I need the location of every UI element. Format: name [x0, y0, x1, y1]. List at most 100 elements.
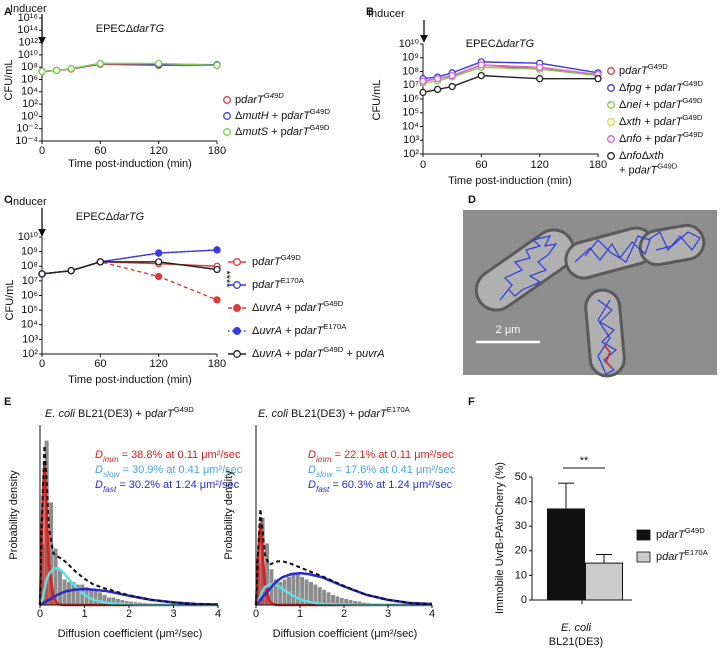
- legend-label-part: + p: [619, 164, 635, 176]
- chart-title: EPECΔdarTG: [96, 23, 165, 35]
- chart-title-part: G49D: [174, 405, 195, 414]
- y-tick-label: 10⁴: [402, 120, 419, 132]
- annotation: Inducer: [10, 3, 47, 15]
- chart-title-part: darTG: [503, 38, 535, 50]
- legend-label-part: + p: [343, 348, 362, 360]
- x-tick-label: 3: [170, 608, 176, 620]
- legend-label: ΔmutS + pdarTG49D: [235, 123, 330, 138]
- chart-title: E. coli BL21(DE3) + pdarTG49D: [45, 405, 194, 420]
- legend-label-part: darT: [301, 302, 325, 314]
- legend-label-part: darT: [662, 551, 686, 563]
- legend-label-part: + p: [641, 116, 660, 128]
- panel-label: F: [468, 396, 475, 408]
- legend-label-part: darT: [258, 279, 282, 291]
- legend-marker: [223, 112, 231, 120]
- y-tick-label: 10⁸: [402, 65, 419, 77]
- y-tick-label: 10¹⁶: [18, 12, 38, 24]
- legend-label-part: uvrA: [259, 302, 282, 314]
- legend-label-part: + p: [282, 302, 301, 314]
- annotation-part: D: [95, 449, 103, 461]
- x-tick-label: 120: [149, 358, 167, 370]
- track: [574, 235, 651, 263]
- data-point: [96, 59, 104, 68]
- y-tick-label: 10⁻²: [16, 123, 38, 135]
- legend-label-part: darT: [258, 256, 282, 268]
- legend-swatch: [636, 551, 651, 563]
- annotation: Dslow = 30.9% at 0.41 μm²/sec: [95, 464, 243, 479]
- legend-label-part: G49D: [682, 113, 703, 122]
- legend-label-part: G49D: [323, 299, 344, 308]
- annotation: Dimm = 38.8% at 0.11 μm²/sec: [95, 449, 241, 464]
- legend-label-part: + p: [268, 126, 287, 138]
- legend-label: ΔnfoΔxth + pdarTG49D: [619, 150, 678, 176]
- legend-label-part: + p: [642, 133, 661, 145]
- annotation-part: = 22.1% at 0.11 μm²/sec: [332, 449, 454, 461]
- data-point: [419, 77, 427, 85]
- legend-label-part: Δ: [252, 348, 260, 360]
- histogram-bar: [66, 581, 72, 606]
- series-line: [255, 508, 433, 606]
- legend-label-part: G49D: [281, 253, 302, 262]
- y-tick-label: 0: [521, 594, 527, 606]
- legend-label-part: xth: [625, 116, 641, 128]
- scale-bar-label: 2 μm: [496, 324, 521, 336]
- y-tick-label: 10³: [22, 333, 38, 345]
- y-axis-label: CFU/mL: [3, 60, 15, 101]
- legend-label-part: uvrA: [362, 348, 385, 360]
- x-tick-label: 1: [81, 608, 87, 620]
- y-tick-label: 10³: [403, 134, 419, 146]
- legend-label: Δnfo + pdarTG49D: [619, 130, 703, 145]
- annotation-part: = 38.8% at 0.11 μm²/sec: [119, 449, 241, 461]
- y-tick-label: 10¹⁰: [18, 231, 39, 243]
- chart-title: EPECΔdarTG: [466, 38, 535, 50]
- y-tick-label: 10⁵: [21, 304, 38, 316]
- legend-marker: [223, 96, 231, 104]
- legend-label-part: G49D: [685, 526, 706, 535]
- x-tick-label: 0: [39, 358, 45, 370]
- legend-label-part: p: [656, 529, 662, 541]
- y-tick-label: 10⁸: [21, 61, 38, 73]
- bar: [547, 508, 585, 601]
- annotation-part: fast: [316, 485, 330, 494]
- legend-label-part: + p: [282, 348, 301, 360]
- legend-label-part: G49D: [310, 107, 331, 116]
- legend-label-part: Δ: [619, 133, 627, 145]
- annotation: Dimm = 22.1% at 0.11 μm²/sec: [308, 449, 454, 464]
- annotation: Dslow = 17.6% at 0.41 μm²/sec: [308, 464, 456, 479]
- legend-label-part: mutH: [242, 110, 268, 122]
- legend-label-part: G49D: [264, 91, 285, 100]
- annotation-part: slow: [316, 470, 334, 479]
- x-tick-label: 4: [429, 608, 435, 620]
- legend-marker: [233, 281, 241, 289]
- legend-label-part: darT: [660, 99, 684, 111]
- legend-marker: [607, 118, 615, 126]
- y-tick-label: 10¹⁴: [17, 24, 38, 36]
- legend-label-part: darT: [660, 82, 684, 94]
- panel-label: D: [468, 194, 476, 206]
- y-tick-label: 10¹⁰: [18, 49, 39, 61]
- x-tick-label: 0: [253, 608, 259, 620]
- legend-swatch: [636, 529, 651, 541]
- annotation: Inducer: [368, 8, 405, 20]
- annotation-part: fast: [103, 485, 117, 494]
- data-point: [477, 61, 485, 69]
- annotation-part: = 30.9% at 0.41 μm²/sec: [119, 464, 242, 476]
- panel-label: B: [366, 6, 374, 18]
- y-tick-label: 10⁷: [22, 275, 38, 287]
- chart-title: E. coli BL21(DE3) + pdarTE170A: [258, 405, 411, 420]
- chart-title-part: darTG: [113, 211, 145, 223]
- legend-label-part: darT: [287, 126, 311, 138]
- bar: [585, 562, 623, 601]
- data-point: [433, 85, 442, 94]
- legend-label-part: xth: [648, 150, 664, 162]
- data-point: [67, 267, 75, 275]
- y-tick-label: 20: [515, 545, 527, 557]
- y-tick-label: 10⁵: [402, 107, 419, 119]
- legend-marker: [233, 304, 241, 312]
- x-tick-label: 180: [208, 145, 226, 157]
- annotation-part: D: [308, 479, 316, 491]
- chart-title-part: BL21(DE3) + p: [75, 408, 151, 420]
- legend-label-part: darT: [660, 116, 684, 128]
- cell: [584, 288, 626, 378]
- x-tick-label: 120: [530, 159, 548, 171]
